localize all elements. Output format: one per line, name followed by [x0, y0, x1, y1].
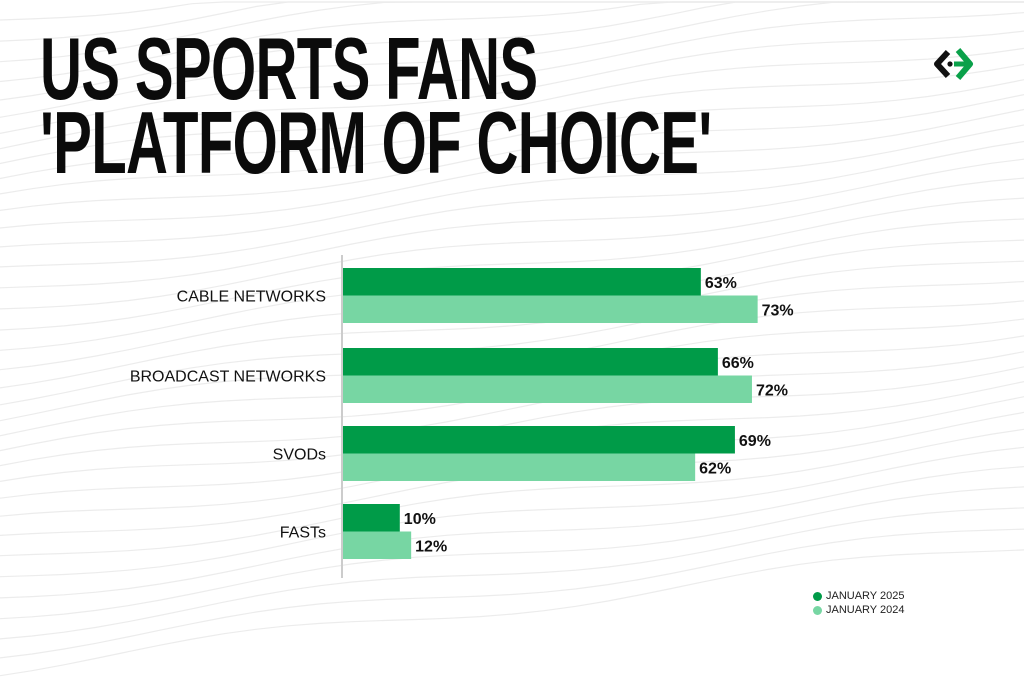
wave-line	[0, 108, 1024, 229]
wave-line	[0, 177, 1024, 310]
wave-line	[0, 94, 1024, 211]
category-label: SVODs	[273, 447, 326, 464]
legend-item-2025: JANUARY 2025	[813, 589, 904, 603]
wave-line	[0, 366, 1024, 482]
wave-line	[0, 12, 1024, 134]
data-label: 63%	[705, 275, 737, 292]
wave-line	[0, 528, 1024, 659]
data-label: 69%	[739, 433, 771, 450]
bar	[343, 504, 400, 532]
category-label: CABLE NETWORKS	[177, 289, 326, 306]
data-label: 66%	[722, 355, 754, 372]
legend-label: JANUARY 2024	[826, 604, 905, 616]
legend-swatch-2025	[813, 591, 822, 601]
chart-title: US SPORTS FANS 'PLATFORM OF CHOICE'	[40, 19, 712, 192]
wave-line	[0, 1, 1024, 118]
bar	[343, 375, 752, 403]
wave-line	[0, 351, 1024, 467]
legend-swatch-2024	[813, 605, 822, 615]
wave-line	[0, 30, 1024, 150]
bar	[343, 426, 735, 454]
wave-line	[0, 507, 1024, 640]
wave-line	[0, 428, 1024, 557]
category-label: BROADCAST NETWORKS	[130, 369, 326, 386]
wave-line	[0, 466, 1024, 599]
legend-item-2024: JANUARY 2024	[813, 603, 904, 617]
wave-line	[0, 63, 1024, 180]
bar	[343, 453, 696, 481]
wave-line	[0, 140, 1024, 268]
wave-line	[0, 446, 1024, 578]
bar	[343, 295, 758, 323]
bar	[343, 268, 701, 296]
wave-line	[0, 158, 1024, 289]
bar	[343, 531, 412, 559]
wave-line	[0, 260, 1024, 389]
wave-line	[0, 197, 1024, 331]
brand-logo-icon	[934, 48, 973, 80]
wave-line	[0, 124, 1024, 248]
title-line-2: 'PLATFORM OF CHOICE'	[40, 93, 712, 192]
data-label: 62%	[699, 460, 731, 477]
bar	[343, 348, 718, 376]
data-label: 10%	[404, 511, 436, 528]
title-line-1: US SPORTS FANS	[40, 19, 538, 118]
data-label: 12%	[415, 538, 447, 555]
wave-line	[0, 47, 1024, 165]
wave-line	[0, 549, 1024, 677]
wave-line	[0, 280, 1024, 406]
legend-label: JANUARY 2025	[826, 590, 905, 602]
wave-line	[0, 79, 1024, 195]
data-label: 73%	[762, 302, 794, 319]
wave-line	[0, 486, 1024, 620]
category-label: FASTs	[280, 525, 326, 542]
legend: JANUARY 2025 JANUARY 2024	[813, 589, 904, 617]
data-label: 72%	[756, 382, 788, 399]
